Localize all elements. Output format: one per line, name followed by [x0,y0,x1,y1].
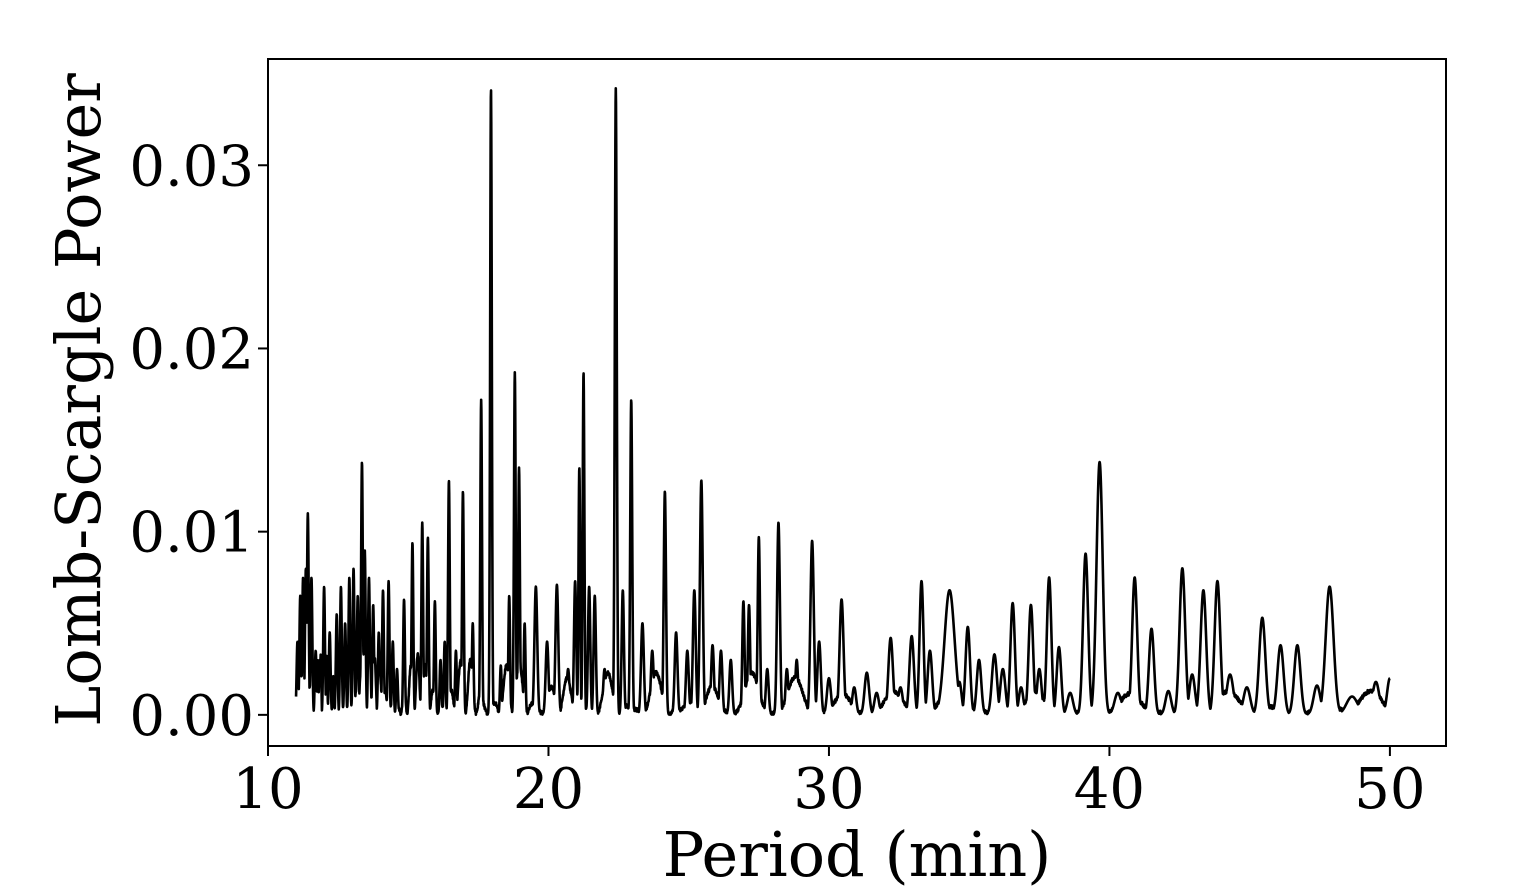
x-tick-label: 30 [793,757,864,822]
y-tick-label: 0.01 [129,501,254,566]
x-tick-label: 40 [1074,757,1145,822]
y-axis-label: Lomb-Scargle Power [42,73,115,727]
x-tick-label: 50 [1354,757,1425,822]
y-axis: 0.00 0.01 0.02 0.03 [129,134,268,749]
plot-area [294,87,1391,717]
y-tick-label: 0.02 [129,317,254,382]
axes-frame [267,58,1447,747]
x-axis: 10 20 30 40 50 [232,746,1426,822]
x-tick-label: 10 [232,757,303,822]
y-tick-label: 0.03 [129,134,254,199]
x-axis-label: Period (min) [663,818,1052,886]
y-tick-label: 0.00 [129,684,254,749]
series-line-power [294,87,1391,717]
x-tick-label: 20 [513,757,584,822]
